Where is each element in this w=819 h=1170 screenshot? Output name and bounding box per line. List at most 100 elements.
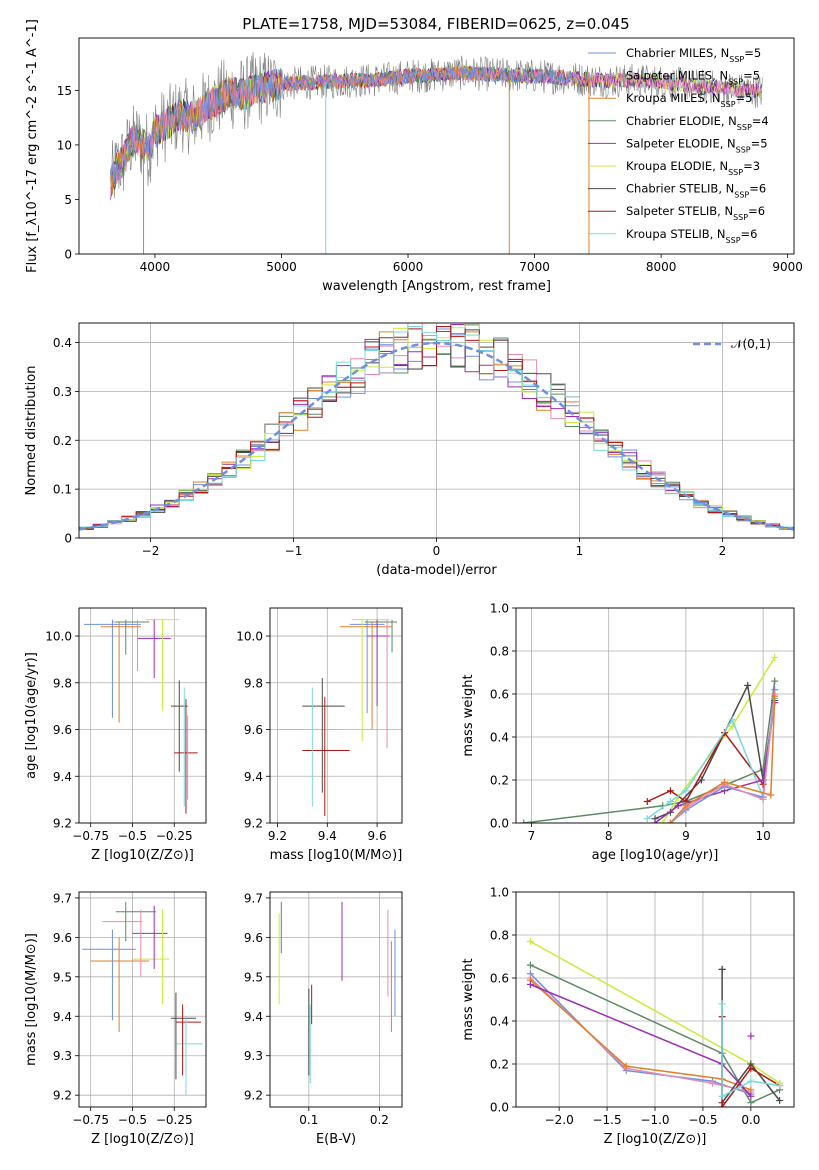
mass-weight-line (530, 964, 780, 1104)
y-tick-label: 9.4 (53, 1010, 72, 1024)
y-tick-label: 9.3 (53, 1049, 72, 1063)
mass-weight-marker (697, 776, 705, 784)
legend-label: Chabrier STELIB, NSSP=6 (626, 182, 766, 200)
y-tick-label: 0.4 (490, 1015, 509, 1029)
x-tick-label: 9.4 (318, 829, 337, 843)
y-tick-label: 0.3 (53, 385, 72, 399)
y-tick-label: 0.2 (490, 774, 509, 788)
mass-weight-line (721, 1003, 780, 1098)
legend-label: Kroupa ELODIE, NSSP=3 (626, 159, 760, 177)
y-tick-label: 10 (57, 138, 72, 152)
x-tick-label: 6000 (393, 260, 424, 274)
x-tick-label: −0.75 (72, 829, 109, 843)
y-tick-label: 0 (64, 532, 72, 546)
axes-frame (78, 37, 795, 255)
mass-weight-marker (718, 1000, 726, 1008)
panel-age-vs-mass: 9.2 9.4 9.6 9.2 9.4 9.6 9.8 10.0 mass [log10(M/M… (236, 607, 403, 863)
y-tick-label: 9.3 (244, 1049, 263, 1063)
x-axis-label: Z [log10(Z/Z⊙)] (91, 1132, 194, 1147)
mass-weight-marker (771, 677, 779, 685)
panel-mass-vs-Z: −0.75 −0.5 −0.25 9.2 9.3 9.4 9.5 9.6 9.7 Z [log10… (24, 891, 207, 1147)
y-tick-label: 0.0 (490, 817, 509, 831)
axes-frame (78, 322, 795, 539)
x-tick-label: −2.0 (545, 1113, 574, 1127)
x-tick-label: 4000 (140, 260, 171, 274)
y-tick-label: 0.1 (53, 483, 72, 497)
axes-frame (269, 607, 403, 824)
plot-area (526, 937, 784, 1107)
residual-histogram (79, 326, 794, 538)
mass-weight-marker (643, 798, 651, 805)
y-tick-label: 9.5 (244, 970, 263, 984)
y-tick-label: 1.0 (490, 886, 509, 900)
x-tick-label: 5000 (266, 260, 297, 274)
mass-weight-marker (651, 819, 659, 823)
y-tick-label: 0.8 (490, 645, 509, 659)
x-tick-label: 0.2 (370, 1113, 389, 1127)
x-axis-label: Z [log10(Z/Z⊙)] (604, 1132, 707, 1147)
mass-weight-marker (747, 1099, 755, 1107)
y-tick-label: 0.4 (53, 336, 72, 350)
x-tick-label: −1.0 (640, 1113, 669, 1127)
mass-weight-marker (622, 1062, 630, 1070)
x-tick-label: 0 (433, 544, 441, 558)
y-axis-label: mass weight (461, 674, 476, 756)
x-axis-label: Z [log10(Z/Z⊙)] (91, 848, 194, 863)
mass-weight-marker (643, 815, 651, 823)
y-axis-label: mass weight (461, 958, 476, 1040)
mass-weight-marker (776, 1079, 784, 1087)
axes-frame (269, 891, 403, 1108)
y-tick-label: 9.2 (244, 817, 263, 831)
y-axis-label: mass [log10(M/M⊙)] (24, 933, 39, 1066)
plot-area (79, 323, 794, 538)
y-tick-label: 0.6 (490, 688, 509, 702)
panel-weight-vs-Z: −2.0 −1.5 −1.0 −0.5 0.0 0.0 0.2 0.4 0.6 0.8 1.0 Z [… (461, 886, 795, 1147)
x-tick-label: 7 (528, 829, 536, 843)
plot-area (520, 653, 779, 823)
y-tick-label: 5 (64, 193, 72, 207)
legend-label: Salpeter STELIB, NSSP=6 (626, 204, 765, 222)
y-tick-label: 0.8 (490, 929, 509, 943)
legend-label: Kroupa MILES, NSSP=5 (626, 91, 752, 109)
y-tick-label: 9.6 (53, 931, 72, 945)
axes-frame (515, 891, 795, 1108)
y-axis-label: age [log10(age/yr)] (24, 652, 39, 779)
y-tick-label: 9.4 (244, 770, 263, 784)
x-tick-label: −0.5 (118, 1113, 147, 1127)
x-tick-label: 0.0 (741, 1113, 760, 1127)
mass-weight-marker (682, 802, 690, 810)
legend-label: Salpeter ELODIE, NSSP=5 (626, 136, 768, 154)
y-tick-label: 9.8 (53, 676, 72, 690)
y-axis-label: Normed distribution (24, 366, 39, 496)
y-tick-label: 9.7 (244, 891, 263, 905)
x-tick-label: 7000 (519, 260, 550, 274)
panel-weight-vs-age: 7 8 9 10 0.0 0.2 0.4 0.6 0.8 1.0 age [log10(age/yr… (461, 602, 795, 863)
mass-weight-marker (674, 802, 682, 810)
mass-weight-marker (747, 1032, 755, 1040)
axes-frame (78, 607, 207, 824)
mass-weight-marker (747, 1092, 755, 1100)
plot-area (82, 901, 203, 1096)
mass-weight-marker (728, 716, 736, 724)
legend-label: Chabrier ELODIE, NSSP=4 (626, 114, 769, 132)
y-tick-label: 0.2 (53, 434, 72, 448)
plot-area (110, 52, 763, 254)
x-axis-label: (data-model)/error (376, 563, 497, 578)
legend-label: Salpeter MILES, NSSP=5 (626, 69, 760, 87)
y-tick-label: 9.7 (53, 891, 72, 905)
y-tick-label: 9.6 (244, 931, 263, 945)
plot-area (84, 619, 198, 814)
plot-area (277, 619, 398, 816)
legend-label: Chabrier MILES, NSSP=5 (626, 46, 761, 64)
mass-weight-marker (659, 819, 667, 823)
x-axis-label: E(B-V) (316, 1132, 356, 1147)
x-tick-label: 0.1 (299, 1113, 318, 1127)
mass-weight-marker (718, 965, 726, 973)
y-tick-label: 10.0 (236, 630, 263, 644)
x-tick-label: −0.75 (72, 1113, 109, 1127)
mass-weight-marker (721, 778, 728, 786)
x-tick-label: 9.2 (268, 829, 287, 843)
x-axis-label: age [log10(age/yr)] (592, 848, 719, 863)
